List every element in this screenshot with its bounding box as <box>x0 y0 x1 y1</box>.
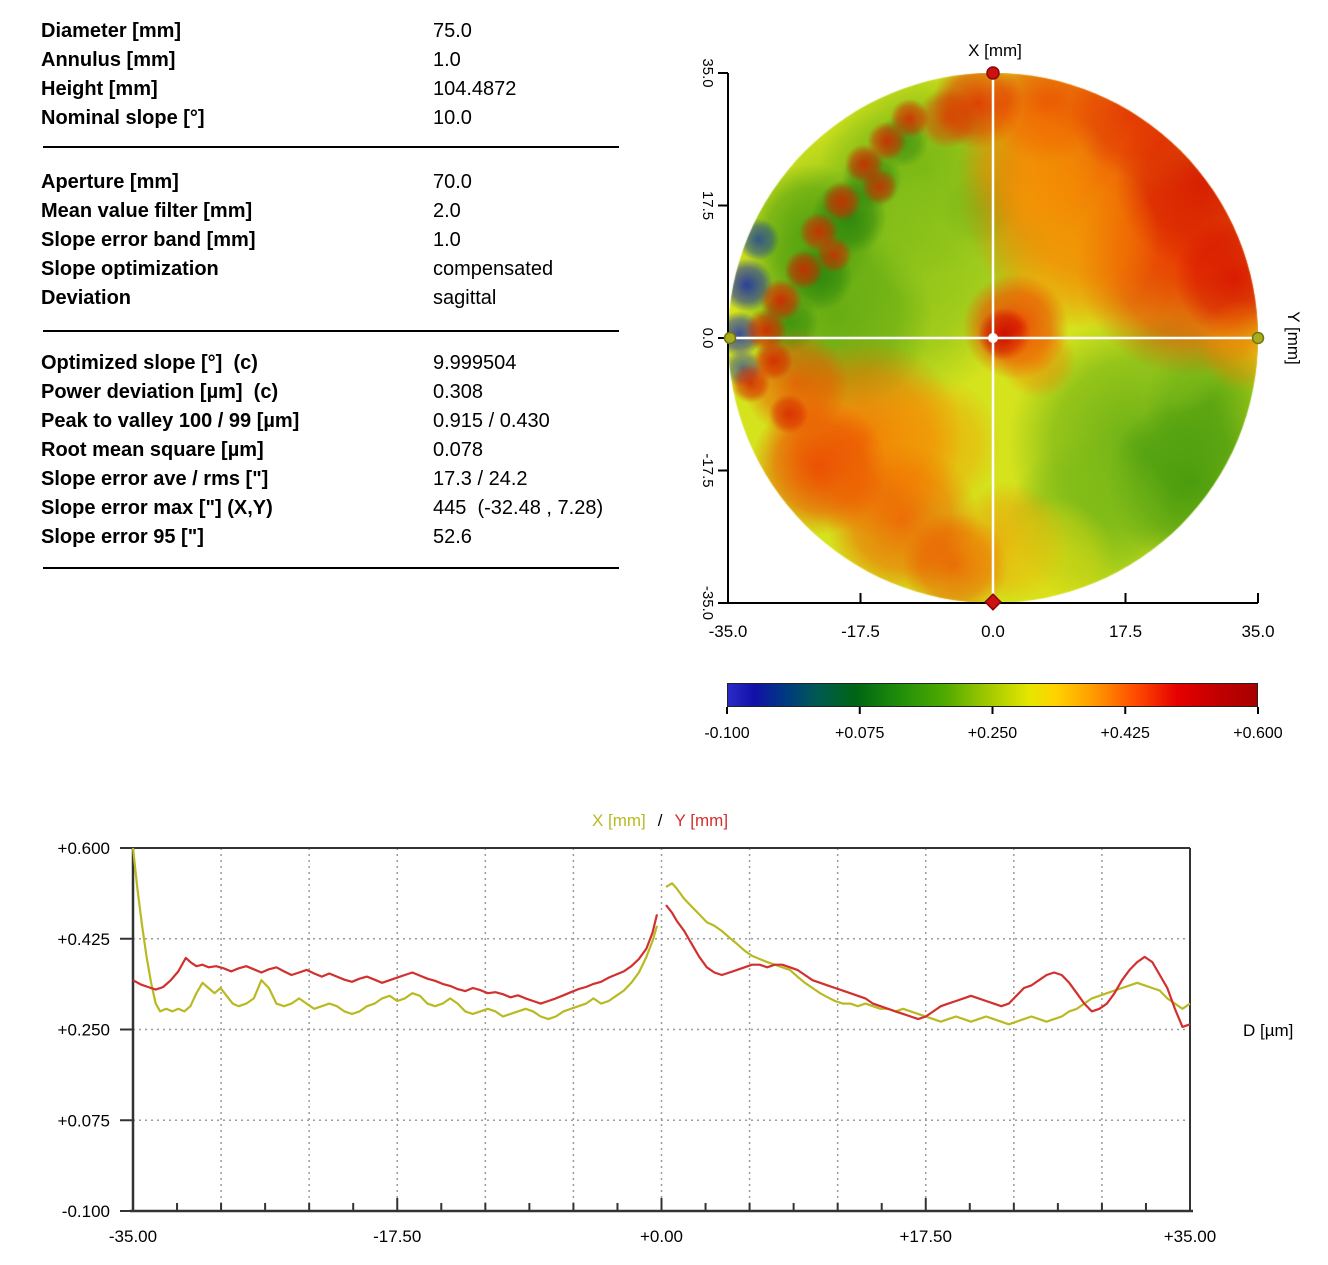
profile-curve-x <box>665 882 1191 1026</box>
parameter-value: 52.6 <box>433 526 472 548</box>
parameter-value: 445 (-32.48 , 7.28) <box>433 497 604 519</box>
profile-curve-x <box>131 847 659 1021</box>
chart-xtick-0: -35.00 <box>109 1227 157 1246</box>
colorbar-tick-0: -0.100 <box>704 725 749 742</box>
colorbar <box>727 683 1258 707</box>
parameter-row: Slope error max ["] (X,Y) 445 (-32.48 , 7… <box>41 497 641 526</box>
parameter-row: Slope optimization compensated <box>41 258 641 287</box>
parameter-value: 2.0 <box>433 200 461 222</box>
profile-legend: X [mm] / Y [mm] <box>495 811 825 831</box>
profile-curve-y <box>665 904 1191 1029</box>
parameter-label: Annulus [mm] <box>41 49 176 71</box>
parameter-row: Slope error ave / rms ["] 17.3 / 24.2 <box>41 468 641 497</box>
parameter-value: 0.915 / 0.430 <box>433 410 550 432</box>
parameter-row: Annulus [mm] 1.0 <box>41 49 641 78</box>
parameter-group-nominal: Diameter [mm] 75.0 Annulus [mm] 1.0 Height [… <box>41 20 641 136</box>
parameter-value: compensated <box>433 258 554 280</box>
parameter-value: 1.0 <box>433 49 461 71</box>
divider <box>43 567 619 569</box>
parameter-value: 0.308 <box>433 381 484 403</box>
chart-xtick-3: +17.50 <box>900 1227 952 1246</box>
parameter-value: 75.0 <box>433 20 472 42</box>
map-bottom-tick-3: 17.5 <box>1109 622 1142 641</box>
parameter-row: Peak to valley 100 / 99 [µm] 0.915 / 0.43… <box>41 410 641 439</box>
map-bottom-tick-0: -35.0 <box>709 622 748 641</box>
parameter-row: Aperture [mm] 70.0 <box>41 171 641 200</box>
parameter-row: Diameter [mm] 75.0 <box>41 20 641 49</box>
chart-ytick-4: -0.100 <box>62 1202 110 1221</box>
parameter-label: Slope error band [mm] <box>41 229 256 251</box>
parameter-label: Height [mm] <box>41 78 158 100</box>
parameter-group-settings: Aperture [mm] 70.0 Mean value filter [mm] 2… <box>41 171 641 316</box>
marker-center <box>988 333 998 343</box>
parameter-row: Height [mm] 104.4872 <box>41 78 641 107</box>
parameter-row: Slope error band [mm] 1.0 <box>41 229 641 258</box>
map-left-tick-0: 35.0 <box>699 58 716 87</box>
map-left-tick-2: 0.0 <box>699 328 716 349</box>
map-y-axis-label: Y [mm] <box>1284 311 1303 365</box>
chart-ytick-3: +0.075 <box>58 1111 110 1130</box>
divider <box>43 146 619 148</box>
parameter-label: Diameter [mm] <box>41 20 182 42</box>
parameter-label: Peak to valley 100 / 99 [µm] <box>41 410 300 432</box>
parameter-label: Slope error ave / rms ["] <box>41 468 269 490</box>
parameter-value: sagittal <box>433 287 497 309</box>
parameter-group-results: Optimized slope [°] (c) 9.999504 Power dev… <box>41 352 641 555</box>
colorbar-tick-2: +0.250 <box>968 725 1017 742</box>
marker-x-positive <box>986 66 1000 80</box>
parameter-value: 10.0 <box>433 107 472 129</box>
marker-x-negative <box>984 593 1002 611</box>
parameter-value: 9.999504 <box>433 352 517 374</box>
parameter-label: Root mean square [µm] <box>41 439 264 461</box>
parameter-row: Deviation sagittal <box>41 287 641 316</box>
parameter-row: Mean value filter [mm] 2.0 <box>41 200 641 229</box>
parameter-value: 1.0 <box>433 229 461 251</box>
parameter-label: Slope error 95 ["] <box>41 526 204 548</box>
parameter-label: Power deviation [µm] (c) <box>41 381 279 403</box>
chart-ytick-1: +0.425 <box>58 930 110 949</box>
parameter-label: Deviation <box>41 287 132 309</box>
legend-x-label: X [mm] <box>591 811 646 830</box>
map-bottom-tick-1: -17.5 <box>841 622 880 641</box>
legend-separator: / <box>657 811 663 830</box>
chart-d-axis-label: D [µm] <box>1243 1021 1293 1040</box>
marker-y-positive <box>1251 331 1265 345</box>
parameter-value: 104.4872 <box>433 78 517 100</box>
map-left-tick-4: -35.0 <box>699 586 716 620</box>
chart-ytick-2: +0.250 <box>58 1021 110 1040</box>
map-title: X [mm] <box>968 41 1022 60</box>
colorbar-tick-1: +0.075 <box>835 725 884 742</box>
colorbar-tick-3: +0.425 <box>1101 725 1150 742</box>
chart-xtick-4: +35.00 <box>1164 1227 1216 1246</box>
legend-y-label: Y [mm] <box>674 811 729 830</box>
parameter-value: 17.3 / 24.2 <box>433 468 528 490</box>
profile-curve-y <box>132 914 659 1005</box>
marker-y-negative <box>723 331 737 345</box>
parameter-value: 70.0 <box>433 171 472 193</box>
parameter-row: Root mean square [µm] 0.078 <box>41 439 641 468</box>
chart-xtick-1: -17.50 <box>373 1227 421 1246</box>
parameter-label: Nominal slope [°] <box>41 107 205 129</box>
colorbar-tick-4: +0.600 <box>1233 725 1282 742</box>
parameter-row: Nominal slope [°] 10.0 <box>41 107 641 136</box>
map-bottom-tick-2: 0.0 <box>981 622 1005 641</box>
parameter-row: Slope error 95 ["] 52.6 <box>41 526 641 555</box>
parameter-value: 0.078 <box>433 439 484 461</box>
parameter-label: Mean value filter [mm] <box>41 200 253 222</box>
map-left-tick-3: -17.5 <box>699 453 716 487</box>
map-left-tick-1: 17.5 <box>699 191 716 220</box>
chart-ytick-0: +0.600 <box>58 839 110 858</box>
parameter-label: Optimized slope [°] (c) <box>41 352 258 374</box>
parameter-row: Power deviation [µm] (c) 0.308 <box>41 381 641 410</box>
parameter-label: Slope error max ["] (X,Y) <box>41 497 273 519</box>
divider <box>43 330 619 332</box>
chart-xtick-2: +0.00 <box>640 1227 683 1246</box>
parameter-row: Optimized slope [°] (c) 9.999504 <box>41 352 641 381</box>
parameter-label: Aperture [mm] <box>41 171 179 193</box>
map-bottom-tick-4: 35.0 <box>1241 622 1274 641</box>
parameter-label: Slope optimization <box>41 258 219 280</box>
